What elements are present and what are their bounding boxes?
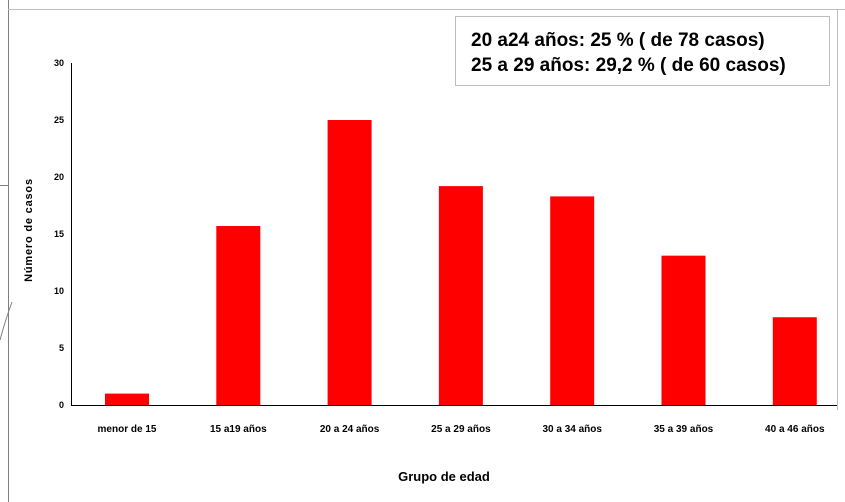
bar — [772, 317, 817, 405]
x-tick-label: 15 a19 años — [210, 424, 267, 435]
x-tick-label: 25 a 29 años — [431, 424, 491, 435]
bar — [661, 255, 706, 405]
x-tick-label: 35 a 39 años — [654, 424, 714, 435]
y-tick-label: 5 — [59, 343, 64, 353]
annotation-box: 20 a24 años: 25 % ( de 78 casos) 25 a 29… — [455, 16, 830, 86]
y-tick-label: 0 — [59, 400, 64, 410]
bar — [216, 226, 261, 405]
bar-group — [105, 120, 817, 405]
bar — [327, 120, 372, 405]
y-tick-label: 30 — [54, 58, 64, 68]
bar — [105, 393, 149, 405]
y-tick-label: 15 — [54, 229, 64, 239]
y-tick-label: 10 — [54, 286, 64, 296]
x-tick-label: menor de 15 — [98, 424, 157, 435]
x-tick-group: menor de 15 15 a19 años 20 a 24 años 25 a 2… — [98, 424, 825, 435]
frame-curve — [0, 301, 13, 341]
x-tick-label: 20 a 24 años — [320, 424, 380, 435]
y-tick-label: 25 — [54, 115, 64, 125]
annotation-line-1: 20 a24 años: 25 % ( de 78 casos) — [471, 30, 765, 51]
bar — [550, 196, 595, 405]
x-axis-label: Grupo de edad — [398, 469, 490, 484]
bar — [438, 186, 483, 405]
x-tick-label: 40 a 46 años — [765, 424, 825, 435]
y-tick-label: 20 — [54, 172, 64, 182]
y-tick-group: 0 5 10 15 20 25 30 — [54, 58, 64, 410]
annotation-line-2: 25 a 29 años: 29,2 % ( de 60 casos) — [471, 55, 786, 76]
y-axis-label: Número de casos — [23, 178, 35, 282]
x-tick-label: 30 a 34 años — [542, 424, 602, 435]
